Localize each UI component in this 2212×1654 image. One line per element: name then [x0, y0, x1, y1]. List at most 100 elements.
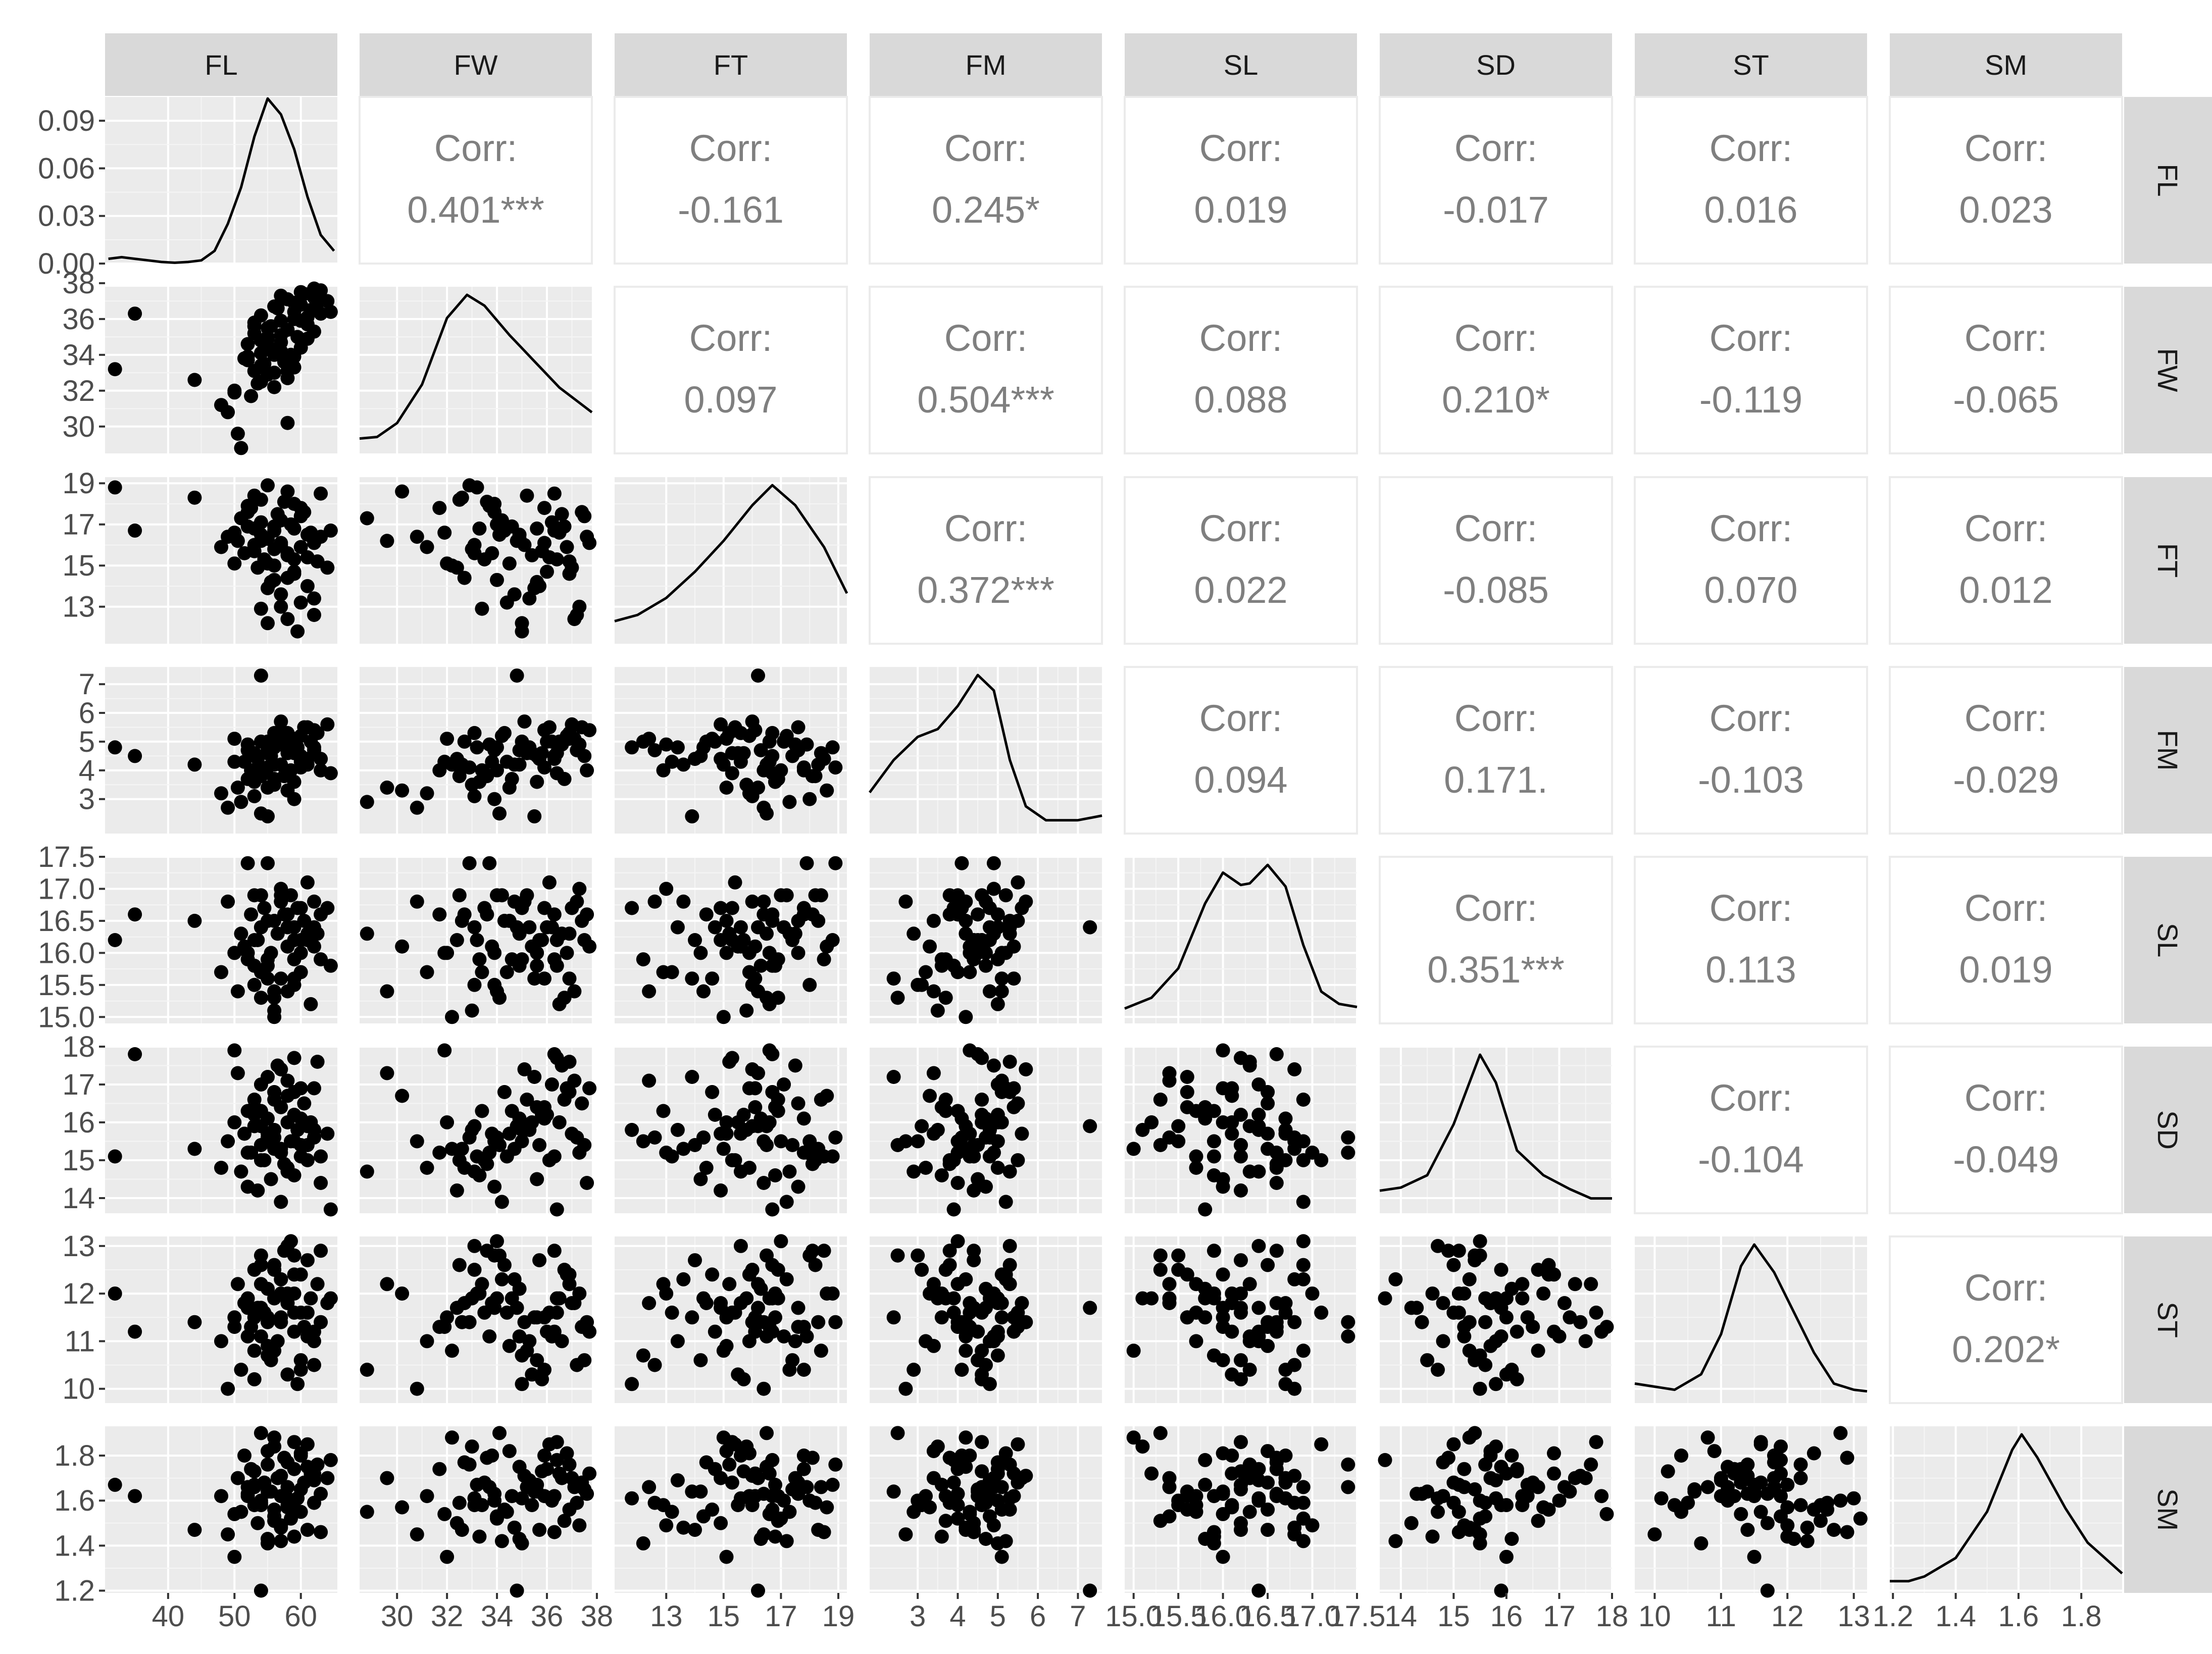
- data-point: [449, 1516, 464, 1530]
- data-point: [1378, 1453, 1392, 1467]
- data-point: [676, 1142, 691, 1156]
- data-point: [274, 1062, 288, 1076]
- scatter-points-st-sl: [1126, 1234, 1355, 1396]
- data-point: [247, 933, 262, 947]
- data-point: [247, 1100, 262, 1114]
- x-tick-label: 15: [1437, 1600, 1470, 1633]
- corr-label-sl-sd: Corr:: [1454, 887, 1537, 929]
- scatter-points-ft-fl: [108, 478, 338, 639]
- data-point: [1011, 1305, 1025, 1320]
- data-point: [911, 1248, 925, 1263]
- data-point: [656, 763, 671, 778]
- data-point: [515, 1377, 529, 1391]
- data-point: [487, 946, 502, 960]
- top-strip-label-sl: SL: [1224, 49, 1259, 81]
- data-point: [360, 926, 374, 941]
- top-strip-label-ft: FT: [714, 49, 748, 81]
- data-point: [911, 977, 925, 992]
- data-point: [240, 856, 255, 870]
- top-strip-fw: [360, 33, 592, 96]
- data-point: [230, 427, 245, 441]
- data-point: [437, 1507, 452, 1521]
- corr-panel-ft-sd: [1379, 476, 1613, 645]
- data-point: [532, 1138, 547, 1152]
- data-point: [1840, 1525, 1854, 1539]
- data-point: [1206, 1149, 1221, 1164]
- data-point: [659, 882, 674, 896]
- data-point: [1198, 1291, 1213, 1306]
- x-tick-label: 13: [1837, 1600, 1870, 1633]
- data-point: [1296, 1093, 1311, 1107]
- data-point: [1446, 1495, 1461, 1510]
- data-point: [1261, 1258, 1275, 1272]
- data-point: [791, 720, 806, 735]
- data-point: [1753, 1435, 1768, 1450]
- data-point: [817, 752, 831, 766]
- data-point: [820, 1500, 834, 1515]
- data-point: [264, 1172, 278, 1186]
- y-tick-label: 0.03: [38, 200, 95, 233]
- data-point: [1287, 1469, 1302, 1483]
- data-point: [1234, 1482, 1248, 1496]
- data-point: [287, 552, 301, 566]
- y-tick-label: 17: [62, 1068, 95, 1101]
- data-point: [487, 1179, 502, 1194]
- data-point: [512, 757, 527, 772]
- data-point: [685, 1484, 699, 1499]
- data-point: [480, 1451, 494, 1465]
- data-point: [314, 752, 328, 766]
- corr-panel-fl-sd: [1379, 96, 1613, 265]
- data-point: [942, 888, 957, 903]
- data-point: [482, 856, 497, 870]
- corr-value-fw-fm: 0.504***: [917, 379, 1054, 421]
- data-point: [1278, 1111, 1293, 1126]
- data-point: [1833, 1493, 1848, 1508]
- data-point: [547, 952, 562, 967]
- data-point: [748, 971, 763, 986]
- data-point: [1573, 1315, 1588, 1329]
- x-tick-label: 3: [910, 1600, 926, 1633]
- scatter-points-sl-fm: [886, 856, 1097, 1024]
- data-point: [467, 726, 482, 740]
- data-point: [1278, 1377, 1293, 1391]
- data-point: [1833, 1426, 1848, 1440]
- data-point: [919, 1161, 933, 1175]
- corr-value-fw-sl: 0.088: [1194, 379, 1287, 421]
- data-point: [982, 1334, 997, 1349]
- data-point: [280, 1238, 295, 1253]
- data-point: [1827, 1523, 1841, 1537]
- data-point: [300, 579, 315, 593]
- data-point: [108, 1477, 122, 1492]
- data-point: [457, 734, 472, 749]
- data-point: [757, 1176, 771, 1190]
- data-point: [261, 734, 275, 749]
- data-point: [742, 1446, 757, 1461]
- corr-label-st-sm: Corr:: [1965, 1267, 2047, 1309]
- data-point: [625, 901, 639, 915]
- data-point: [515, 1348, 529, 1363]
- data-point: [1162, 1130, 1177, 1145]
- data-point: [462, 760, 477, 775]
- data-point: [502, 1444, 517, 1459]
- data-point: [739, 1003, 754, 1018]
- data-point: [777, 920, 791, 935]
- data-point: [537, 1449, 551, 1463]
- data-point: [736, 1108, 751, 1122]
- y-tick-label: 36: [62, 303, 95, 336]
- data-point: [1234, 1108, 1248, 1122]
- data-point: [530, 521, 544, 536]
- data-point: [293, 1482, 308, 1496]
- data-point: [963, 1507, 977, 1521]
- data-point: [300, 1253, 315, 1268]
- data-point: [552, 1466, 567, 1481]
- data-point: [274, 328, 288, 342]
- data-point: [739, 1291, 754, 1306]
- data-point: [1594, 1489, 1609, 1504]
- data-point: [517, 1062, 532, 1076]
- data-point: [688, 1253, 702, 1268]
- data-point: [280, 1480, 295, 1494]
- data-point: [979, 1486, 993, 1501]
- data-point: [307, 591, 321, 606]
- data-point: [1563, 1310, 1577, 1325]
- data-point: [1341, 1130, 1355, 1145]
